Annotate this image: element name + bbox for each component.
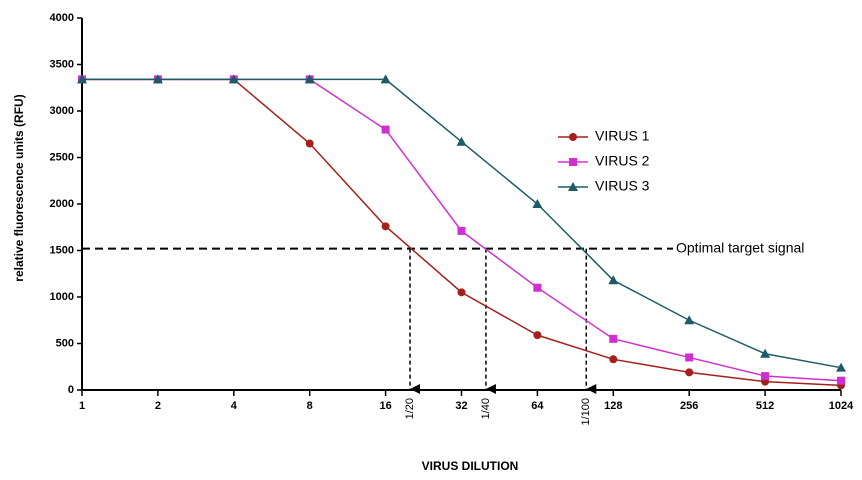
- legend-marker: [569, 133, 577, 141]
- point: [685, 353, 694, 362]
- point: [533, 283, 542, 292]
- point: [533, 331, 542, 340]
- point: [380, 74, 391, 84]
- point: [608, 275, 619, 285]
- x-tick-label: 512: [756, 400, 774, 412]
- legend-marker: [568, 182, 578, 191]
- x-tick-label: 1: [79, 400, 85, 412]
- legend-label: VIRUS 1: [595, 128, 650, 144]
- point: [305, 139, 314, 148]
- y-tick-label: 500: [56, 337, 74, 349]
- point: [77, 74, 87, 84]
- x-tick-label: 128: [604, 400, 622, 412]
- y-axis-title: relative fluorescence units (RFU): [12, 94, 26, 281]
- x-tick-label: 4: [231, 400, 238, 412]
- point: [684, 315, 695, 325]
- legend-label: VIRUS 2: [595, 153, 650, 169]
- point: [457, 226, 466, 235]
- legend-label: VIRUS 3: [595, 178, 650, 194]
- point: [609, 355, 618, 364]
- x-tick-label: 256: [680, 400, 698, 412]
- point: [228, 74, 239, 84]
- y-tick-label: 3500: [50, 58, 74, 70]
- legend-marker: [569, 158, 577, 166]
- target-label: Optimal target signal: [676, 239, 804, 255]
- point: [381, 222, 390, 231]
- x-tick-label: 64: [531, 400, 544, 412]
- point: [381, 125, 390, 134]
- y-tick-label: 1000: [50, 291, 74, 303]
- series-line: [82, 78, 842, 369]
- x-tick-label: 2: [155, 400, 161, 412]
- point: [760, 348, 771, 358]
- y-tick-label: 0: [68, 384, 74, 396]
- point: [304, 74, 315, 84]
- x-tick-label: 16: [379, 400, 391, 412]
- arrow-label: 1/100: [580, 398, 592, 426]
- arrow-label: 1/20: [404, 398, 416, 419]
- point: [456, 136, 467, 146]
- point: [532, 199, 543, 208]
- point: [685, 368, 694, 377]
- point: [761, 372, 770, 381]
- x-tick-label: 1024: [829, 400, 854, 412]
- point: [836, 362, 846, 372]
- x-tick-label: 32: [455, 400, 467, 412]
- y-tick-label: 2000: [50, 198, 74, 210]
- x-tick-label: 8: [307, 400, 313, 412]
- point: [152, 74, 163, 84]
- y-tick-label: 1500: [50, 244, 74, 256]
- point: [837, 376, 845, 385]
- x-axis-title: VIRUS DILUTION: [422, 459, 519, 473]
- y-tick-label: 4000: [50, 12, 74, 24]
- point: [457, 288, 466, 297]
- point: [609, 334, 618, 343]
- y-tick-label: 2500: [50, 151, 74, 163]
- y-tick-label: 3000: [50, 105, 74, 117]
- arrow-label: 1/40: [480, 398, 492, 419]
